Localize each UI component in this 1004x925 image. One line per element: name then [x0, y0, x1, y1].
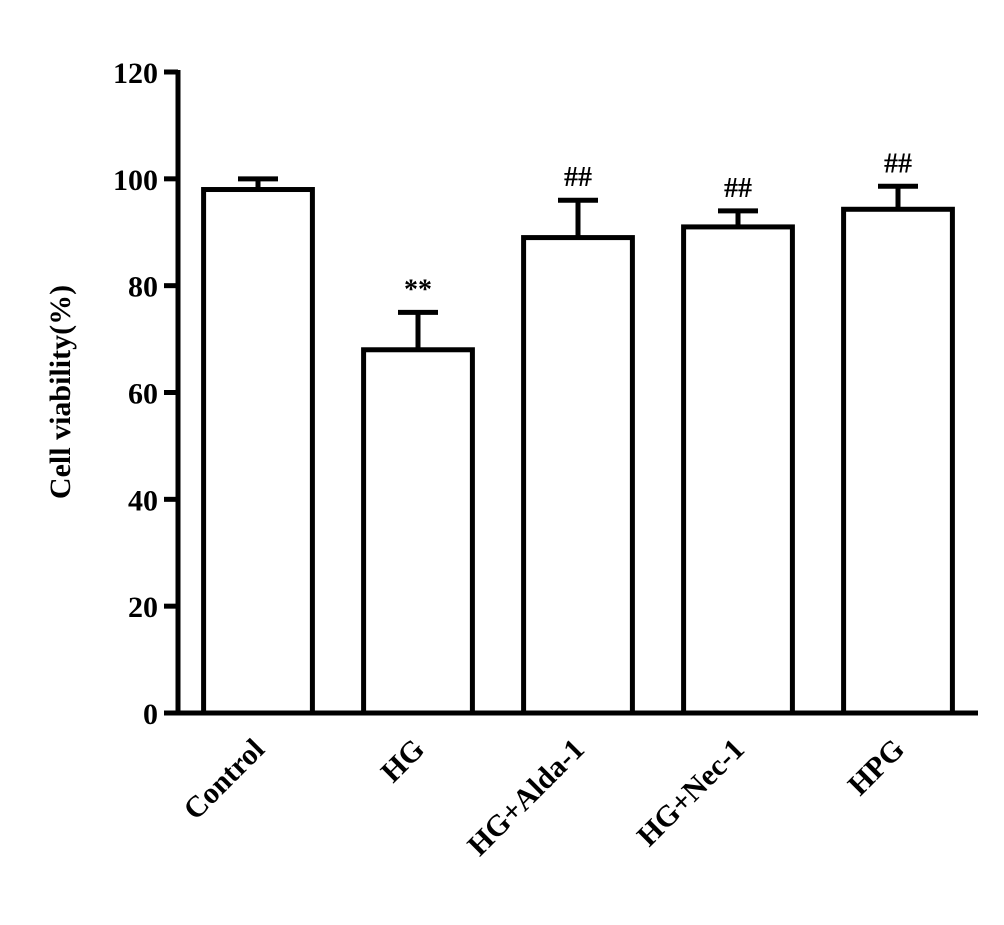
x-tick-label: HG+Nec-1: [631, 733, 751, 853]
y-tick-label: 0: [143, 698, 158, 731]
x-tick-label: HPG: [842, 733, 911, 802]
x-tick-label: HG: [375, 733, 431, 789]
y-tick-label: 40: [128, 484, 158, 517]
bar: [681, 224, 795, 716]
y-tick-label: 80: [128, 271, 158, 304]
x-tick-label: Control: [177, 733, 271, 827]
bar: [361, 347, 475, 716]
significance-label: ##: [724, 173, 752, 204]
y-axis-label: Cell viability(%): [44, 285, 77, 499]
y-tick-label: 100: [113, 164, 158, 197]
bar: [521, 235, 635, 716]
y-tick-label: 120: [113, 57, 158, 90]
significance-label: ##: [884, 148, 912, 179]
significance-label: **: [404, 274, 432, 305]
x-tick-label: HG+Alda-1: [461, 733, 591, 863]
bar: [201, 187, 315, 716]
y-tick-label: 60: [128, 378, 158, 411]
bar: [841, 206, 955, 716]
y-tick-label: 20: [128, 591, 158, 624]
significance-label: ##: [564, 162, 592, 193]
